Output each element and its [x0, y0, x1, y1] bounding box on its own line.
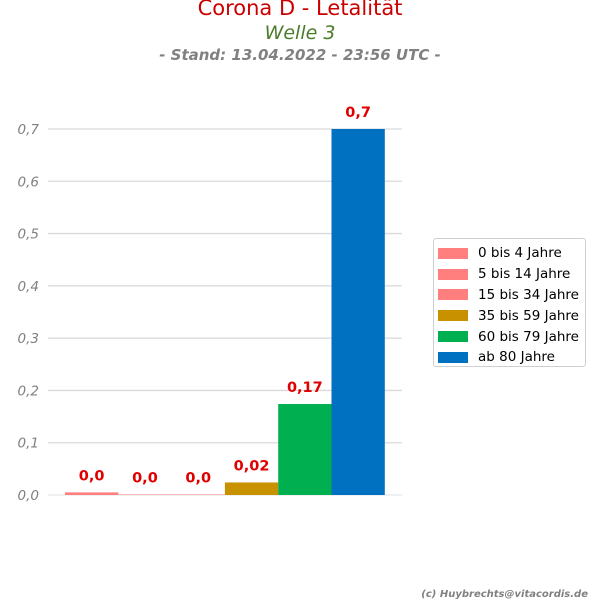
- data-label: 0,17: [287, 380, 323, 396]
- chart-stand-date: - Stand: 13.04.2022 - 23:56 UTC -: [159, 46, 441, 64]
- legend-item: ab 80 Jahre: [438, 347, 585, 368]
- data-label: 0,02: [234, 458, 270, 474]
- legend-item: 35 bis 59 Jahre: [438, 305, 585, 326]
- chart-subtitle: Welle 3: [264, 22, 336, 44]
- y-tick-label: 0,0: [18, 488, 39, 504]
- legend-label: ab 80 Jahre: [478, 349, 555, 366]
- y-tick-label: 0,6: [18, 174, 39, 190]
- legend-label: 35 bis 59 Jahre: [478, 307, 579, 324]
- y-tick-label: 0,4: [18, 279, 39, 295]
- legend-item: 15 bis 34 Jahre: [438, 285, 585, 306]
- legend-swatch: [438, 310, 468, 322]
- data-label: 0,0: [132, 470, 158, 486]
- y-tick-label: 0,2: [18, 383, 39, 399]
- y-tick-label: 0,5: [18, 227, 39, 243]
- data-label: 0,7: [345, 105, 371, 121]
- legend-label: 0 bis 4 Jahre: [478, 245, 562, 262]
- bar: [171, 494, 225, 495]
- legend-swatch: [438, 247, 468, 259]
- chart-title: Corona D - Letalität: [197, 0, 403, 20]
- legend-item: 0 bis 4 Jahre: [438, 243, 585, 264]
- bar: [224, 482, 279, 495]
- legend-item: 5 bis 14 Jahre: [438, 264, 585, 285]
- y-tick-label: 0,1: [18, 436, 39, 452]
- legend-item: 60 bis 79 Jahre: [438, 326, 585, 347]
- credit-text: (c) Huybrechts@vitacordis.de: [421, 589, 588, 600]
- legend-swatch: [438, 289, 468, 301]
- data-label: 0,0: [79, 468, 105, 484]
- chart-legend: 0 bis 4 Jahre 5 bis 14 Jahre 15 bis 34 Jah…: [433, 238, 586, 367]
- legend-label: 60 bis 79 Jahre: [478, 328, 579, 345]
- data-label: 0,0: [185, 470, 211, 486]
- bar: [65, 492, 119, 495]
- bar: [278, 404, 332, 495]
- y-tick-label: 0,3: [18, 331, 39, 347]
- legend-label: 5 bis 14 Jahre: [478, 266, 571, 283]
- bar: [118, 494, 172, 495]
- legend-swatch: [438, 351, 468, 363]
- legend-label: 15 bis 34 Jahre: [478, 286, 579, 303]
- legend-swatch: [438, 268, 468, 280]
- legend-swatch: [438, 331, 468, 343]
- y-tick-label: 0,7: [18, 122, 40, 138]
- bar: [331, 129, 385, 495]
